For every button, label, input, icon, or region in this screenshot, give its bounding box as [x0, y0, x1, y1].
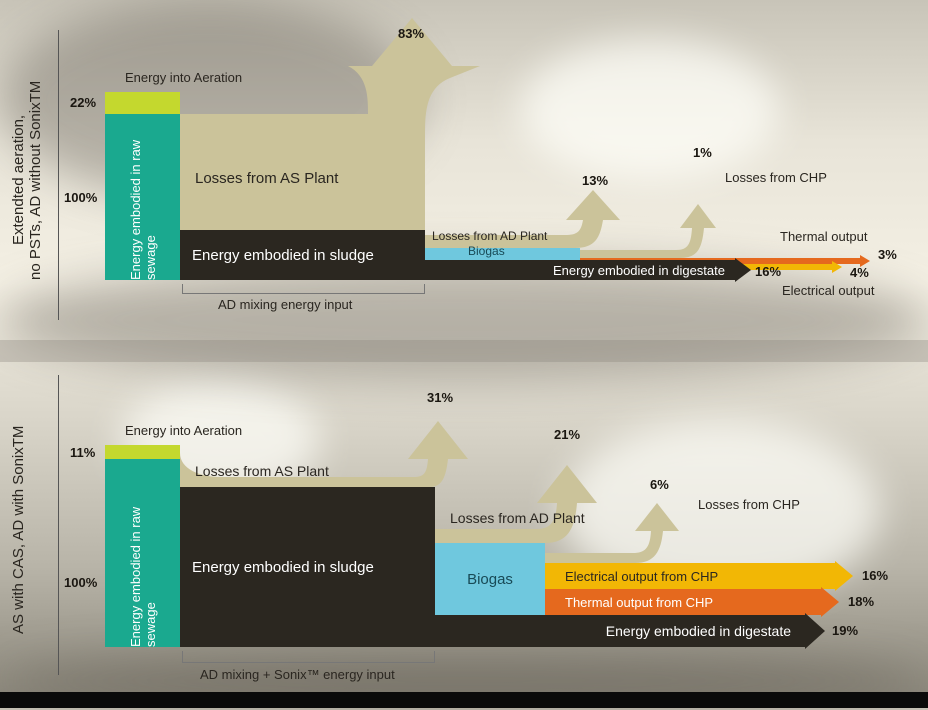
- panel-top-title-l2: no PSTs, AD without SonixTM: [27, 40, 44, 320]
- aeration-bar-top: [105, 92, 180, 114]
- raw-label-top: Energy embodied in raw sewage: [128, 114, 158, 280]
- biogas-label-top: Biogas: [468, 244, 505, 258]
- raw-label-bot: Energy embodied in raw sewage: [128, 459, 158, 647]
- losses-chp-shape-top: [580, 140, 760, 260]
- electrical-box-bot: Electrical output from CHP: [545, 563, 835, 589]
- panel-top-title-l1: Extendted aeration,: [10, 115, 27, 245]
- losses-chp-pct-top: 1%: [693, 145, 712, 160]
- thermal-pct-bot: 18%: [848, 594, 874, 609]
- thermal-box-bot: Thermal output from CHP: [545, 589, 821, 615]
- digestate-label-top: Energy embodied in digestate: [553, 263, 725, 278]
- panel-top-title: Extendted aeration, no PSTs, AD without …: [10, 40, 30, 320]
- ad-mix-label-bot: AD mixing + Sonix™ energy input: [200, 667, 395, 682]
- aeration-bar-bot: [105, 445, 180, 459]
- raw-box-bot: Energy embodied in raw sewage: [105, 459, 180, 647]
- digestate-box-top: Energy embodied in digestate: [425, 260, 735, 280]
- biogas-box-bot: Biogas: [435, 543, 545, 615]
- biogas-label-bot: Biogas: [467, 571, 513, 588]
- aeration-pct-top: 22%: [70, 95, 96, 110]
- sludge-label-bot: Energy embodied in sludge: [192, 559, 374, 576]
- raw-box-top: Energy embodied in raw sewage: [105, 114, 180, 280]
- sludge-label-top: Energy embodied in sludge: [192, 247, 374, 264]
- aeration-pct-bot: 11%: [70, 445, 95, 460]
- electrical-label-top: Electrical output: [782, 283, 875, 298]
- ad-mix-label-top: AD mixing energy input: [218, 297, 352, 312]
- losses-as-label-bot: Losses from AS Plant: [195, 463, 329, 479]
- electrical-pct-bot: 16%: [862, 568, 888, 583]
- panel-bottom: AS with CAS, AD with SonixTM Energy into…: [0, 355, 928, 700]
- thermal-label-top: Thermal output: [780, 229, 867, 244]
- raw-pct-bot: 100%: [64, 575, 97, 590]
- digestate-pct-bot: 19%: [832, 623, 858, 638]
- losses-chp-pct-bot: 6%: [650, 477, 669, 492]
- digestate-pct-top: 16%: [755, 264, 781, 279]
- electrical-label-bot: Electrical output from CHP: [565, 569, 718, 584]
- raw-pct-top: 100%: [64, 190, 97, 205]
- thermal-label-bot: Thermal output from CHP: [565, 595, 713, 610]
- bottom-strip: [0, 692, 928, 708]
- losses-as-pct-top: 83%: [398, 26, 424, 41]
- sludge-box-bot: Energy embodied in sludge: [180, 487, 435, 647]
- losses-ad-pct-bot: 21%: [554, 427, 580, 442]
- losses-ad-label-top: Losses from AD Plant: [432, 229, 547, 243]
- panel-top: Extendted aeration, no PSTs, AD without …: [0, 0, 928, 346]
- electrical-pct-top: 4%: [850, 265, 869, 280]
- losses-chp-label-top: Losses from CHP: [725, 170, 827, 185]
- digestate-box-bot: Energy embodied in digestate: [435, 615, 805, 647]
- panel-bottom-title-l1: AS with CAS, AD with SonixTM: [10, 426, 27, 634]
- panel-top-vline: [58, 30, 59, 320]
- losses-chp-shape-bot: [545, 463, 745, 563]
- thermal-pct-top: 3%: [878, 247, 897, 262]
- losses-as-label-top: Losses from AS Plant: [195, 170, 338, 187]
- panel-bottom-vline: [58, 375, 59, 675]
- sludge-box-top: Energy embodied in sludge: [180, 230, 425, 280]
- panel-bottom-title: AS with CAS, AD with SonixTM: [10, 385, 30, 675]
- losses-chp-label-bot: Losses from CHP: [698, 497, 800, 512]
- digestate-label-bot: Energy embodied in digestate: [606, 623, 791, 639]
